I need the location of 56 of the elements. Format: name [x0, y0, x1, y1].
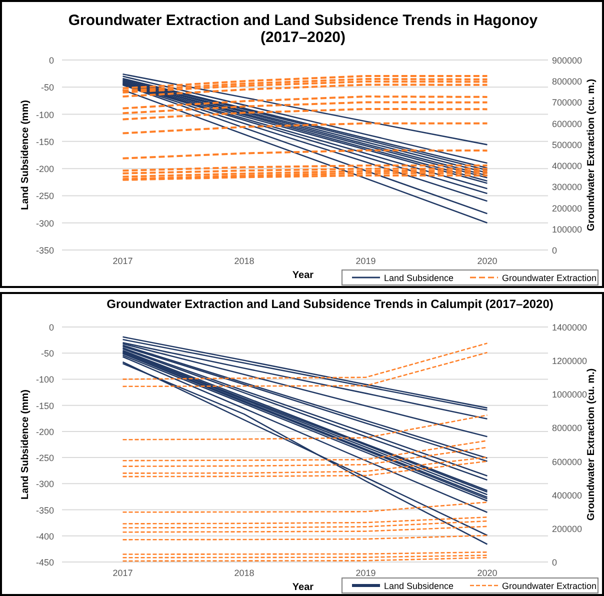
- y-tick-label: 0: [48, 322, 54, 332]
- y-tick-label: -200: [36, 426, 54, 437]
- x-axis-title: Year: [292, 270, 314, 281]
- x-tick-label: 2017: [112, 256, 133, 266]
- y2-tick-label: 800000: [552, 76, 582, 87]
- y-tick-label: -250: [36, 453, 54, 464]
- y-tick-label: -450: [36, 558, 54, 568]
- y-tick-label: -150: [36, 400, 54, 411]
- x-tick-label: 2018: [234, 568, 254, 578]
- y2-tick-label: 1200000: [552, 356, 588, 366]
- y2-tick-label: 0: [552, 246, 558, 256]
- y-tick-label: -400: [36, 531, 54, 542]
- y-tick-label: -250: [36, 191, 54, 202]
- y-tick-label: -300: [36, 218, 54, 228]
- y-tick-label: -350: [36, 246, 54, 256]
- y2-tick-label: 200000: [552, 203, 582, 214]
- y2-tick-label: 1000000: [552, 390, 588, 400]
- y-tick-label: -150: [36, 136, 54, 147]
- chart-title: Groundwater Extraction and Land Subsidence Trends in Hagonoy (2017–2020): [68, 12, 538, 46]
- y2-tick-label: 1400000: [552, 322, 588, 332]
- y-tick-label: -200: [36, 164, 54, 174]
- x-axis-title: Year: [292, 582, 314, 593]
- x-tick-label: 2018: [234, 256, 254, 266]
- y2-tick-label: 600000: [552, 456, 582, 467]
- legend-label: Land Subsidence: [384, 581, 454, 591]
- y2-tick-label: 400000: [552, 490, 582, 500]
- y2-tick-label: 800000: [552, 423, 582, 434]
- y2-tick-label: 0: [552, 558, 558, 568]
- y2-tick-label: 700000: [552, 98, 582, 108]
- y2-tick-label: 300000: [552, 182, 582, 192]
- y-tick-label: -100: [36, 110, 54, 120]
- y2-tick-label: 600000: [552, 118, 582, 129]
- y2-tick-label: 900000: [552, 56, 582, 66]
- y2-tick-label: 400000: [552, 161, 582, 172]
- y-tick-label: -50: [40, 348, 54, 359]
- y-tick-label: -100: [36, 374, 54, 385]
- y-tick-label: -50: [40, 82, 54, 93]
- chart-title: Groundwater Extraction and Land Subsidence Trends in Calumpit (2017–2020): [106, 297, 554, 311]
- x-tick-label: 2017: [112, 568, 133, 578]
- y-tick-label: 0: [48, 56, 54, 66]
- x-tick-label: 2019: [356, 256, 376, 266]
- x-tick-label: 2019: [356, 568, 376, 578]
- x-tick-label: 2020: [477, 256, 498, 266]
- legend-label: Land Subsidence: [384, 273, 454, 283]
- y2-tick-label: 100000: [552, 224, 582, 234]
- y2-tick-label: 500000: [552, 140, 582, 150]
- y-tick-label: -350: [36, 505, 54, 516]
- y-axis-title: Land Subsidence (mm): [20, 389, 31, 500]
- y2-axis-title: Groundwater Extraction (cu. m.): [586, 78, 597, 232]
- y2-tick-label: 200000: [552, 524, 582, 534]
- legend-label: Groundwater Extraction: [502, 581, 597, 591]
- legend-label: Groundwater Extraction: [502, 273, 597, 283]
- y2-axis-title: Groundwater Extraction (cu. m.): [586, 368, 597, 521]
- x-tick-label: 2020: [477, 568, 498, 578]
- y-axis-title: Land Subsidence (mm): [20, 100, 31, 210]
- y-tick-label: -300: [36, 479, 54, 490]
